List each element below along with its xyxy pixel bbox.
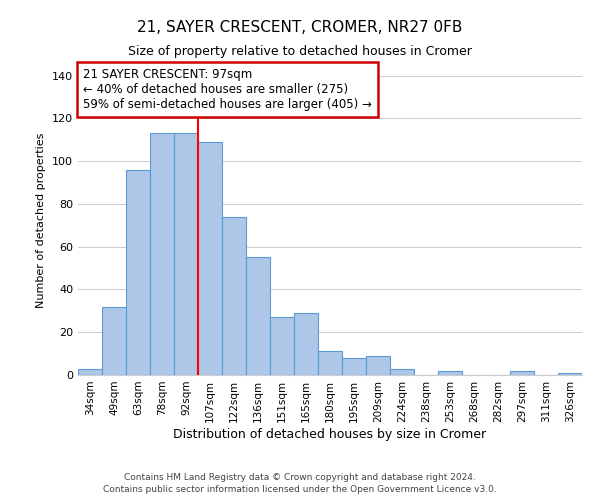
Bar [558, 373, 582, 375]
Bar [366, 356, 390, 375]
Text: 21, SAYER CRESCENT, CROMER, NR27 0FB: 21, SAYER CRESCENT, CROMER, NR27 0FB [137, 20, 463, 35]
X-axis label: Distribution of detached houses by size in Cromer: Distribution of detached houses by size … [173, 428, 487, 440]
Bar [102, 306, 126, 375]
Bar [510, 370, 534, 375]
Bar [318, 352, 342, 375]
Bar [174, 134, 198, 375]
Bar [150, 134, 174, 375]
Text: Contains public sector information licensed under the Open Government Licence v3: Contains public sector information licen… [103, 485, 497, 494]
Y-axis label: Number of detached properties: Number of detached properties [37, 132, 46, 308]
Text: Contains HM Land Registry data © Crown copyright and database right 2024.: Contains HM Land Registry data © Crown c… [124, 472, 476, 482]
Bar [342, 358, 366, 375]
Bar [246, 258, 270, 375]
Text: Size of property relative to detached houses in Cromer: Size of property relative to detached ho… [128, 45, 472, 58]
Bar [222, 217, 246, 375]
Bar [294, 313, 318, 375]
Text: 21 SAYER CRESCENT: 97sqm
← 40% of detached houses are smaller (275)
59% of semi-: 21 SAYER CRESCENT: 97sqm ← 40% of detach… [83, 68, 372, 111]
Bar [390, 368, 414, 375]
Bar [198, 142, 222, 375]
Bar [78, 368, 102, 375]
Bar [438, 370, 462, 375]
Bar [126, 170, 150, 375]
Bar [270, 318, 294, 375]
